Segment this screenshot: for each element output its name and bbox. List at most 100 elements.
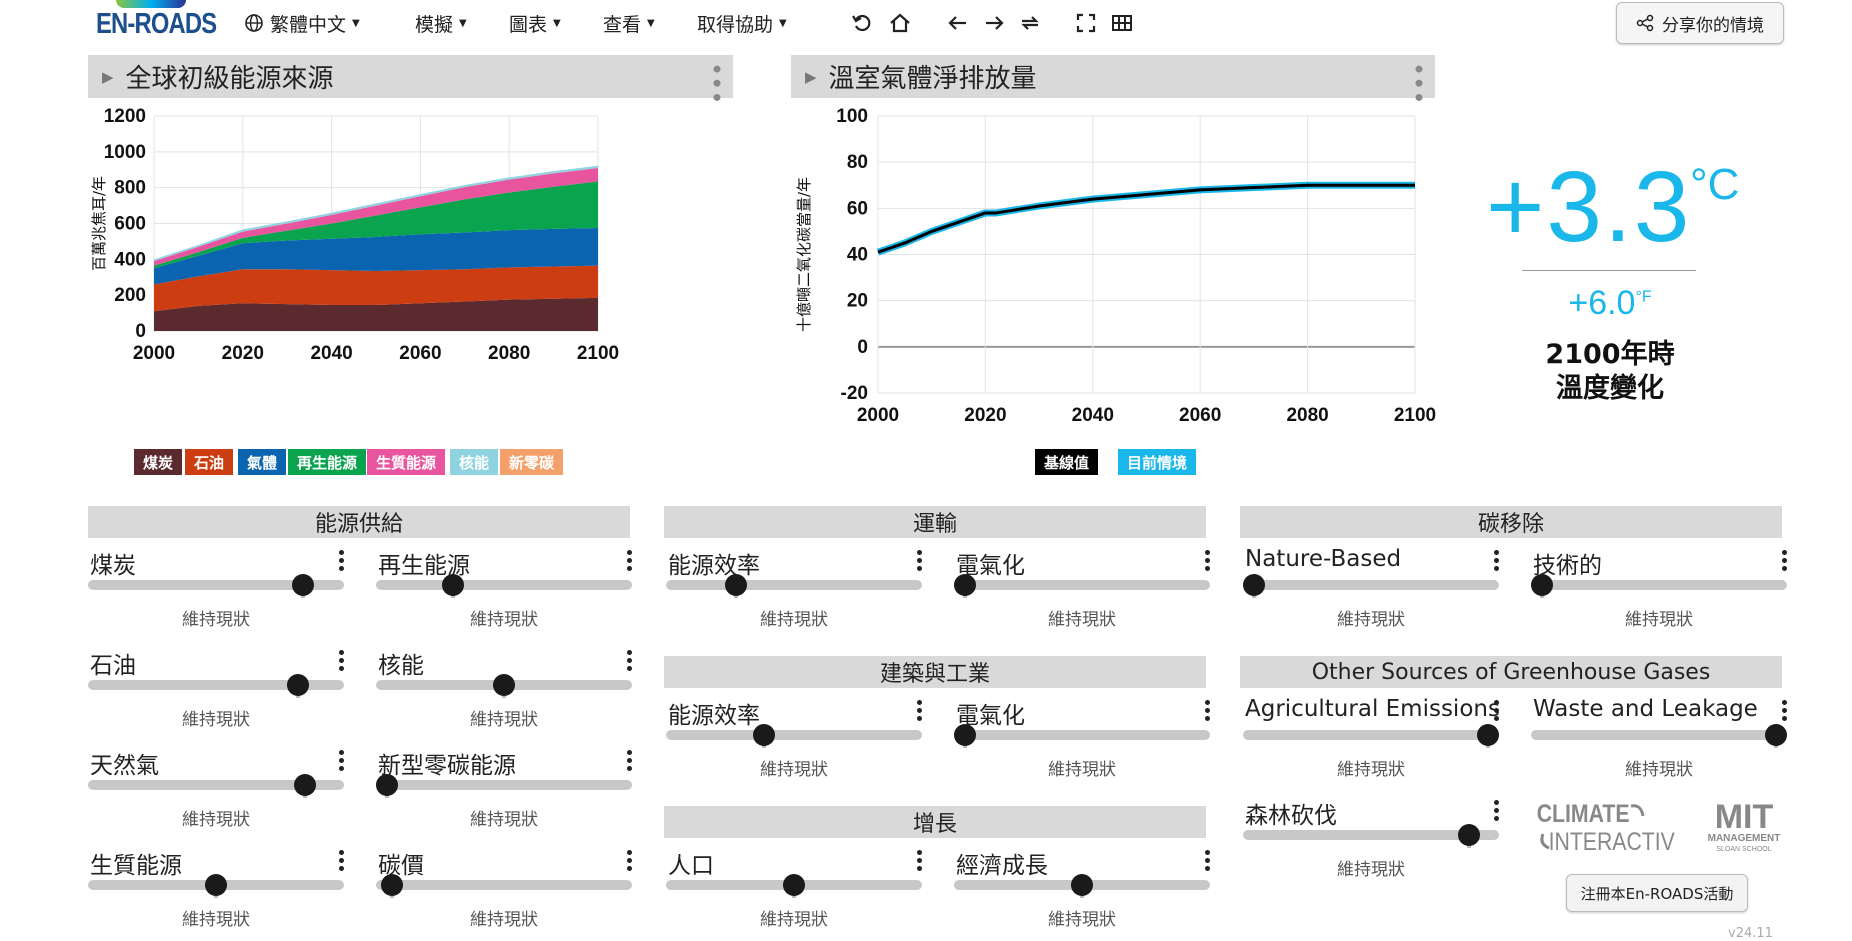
kebab-menu-icon[interactable]: [1491, 698, 1501, 722]
kebab-menu-icon[interactable]: [624, 848, 634, 872]
slider-thumb[interactable]: [1458, 824, 1481, 846]
slider-track[interactable]: [376, 580, 632, 590]
slider-thumb[interactable]: [493, 674, 515, 696]
legend-chip[interactable]: 氣體: [238, 449, 287, 475]
fullscreen-icon[interactable]: [1074, 11, 1098, 35]
legend-chip[interactable]: 新零碳: [500, 449, 564, 475]
more-options-icon[interactable]: •••: [1404, 62, 1432, 105]
slider-thumb[interactable]: [380, 874, 403, 896]
y-tick-label: 200: [114, 285, 146, 306]
slider-thumb[interactable]: [376, 774, 398, 796]
undo-icon[interactable]: [850, 11, 874, 35]
kebab-menu-icon[interactable]: [1202, 848, 1212, 872]
slider-track[interactable]: [666, 730, 922, 740]
menu-graphs[interactable]: 圖表 ▼: [509, 10, 561, 36]
slider-label[interactable]: 能源效率: [668, 553, 760, 579]
slider-thumb[interactable]: [783, 874, 805, 896]
slider-label[interactable]: 能源效率: [668, 703, 760, 729]
slider-thumb[interactable]: [291, 574, 314, 596]
kebab-menu-icon[interactable]: [1779, 698, 1789, 722]
slider-thumb[interactable]: [724, 574, 747, 596]
slider-label[interactable]: 人口: [668, 853, 714, 879]
forward-icon[interactable]: [982, 11, 1006, 35]
emissions-chart-header[interactable]: ▶ 溫室氣體淨排放量 •••: [791, 55, 1435, 104]
slider-thumb[interactable]: [954, 724, 976, 746]
slider-label[interactable]: 經濟成長: [956, 853, 1048, 879]
slider-thumb[interactable]: [1071, 874, 1093, 896]
legend-chip[interactable]: 石油: [185, 449, 234, 475]
legend-chip[interactable]: 核能: [450, 449, 499, 475]
menu-view[interactable]: 查看 ▼: [603, 10, 655, 36]
slider-track[interactable]: [376, 780, 632, 790]
slider-label[interactable]: Nature-Based: [1245, 546, 1402, 572]
slider-thumb[interactable]: [954, 574, 976, 596]
slider-label[interactable]: 石油: [90, 653, 136, 679]
en-roads-logo[interactable]: EN-ROADS: [96, 0, 217, 44]
slider-label[interactable]: Waste and Leakage: [1533, 696, 1758, 722]
back-icon[interactable]: [946, 11, 970, 35]
grid-icon[interactable]: [1110, 11, 1134, 35]
slider-track[interactable]: [954, 580, 1210, 590]
kebab-menu-icon[interactable]: [624, 548, 634, 572]
kebab-menu-icon[interactable]: [336, 548, 346, 572]
kebab-menu-icon[interactable]: [336, 648, 346, 672]
climate-interactive-logo[interactable]: CLIMATE INTERACTIVE: [1535, 798, 1675, 856]
kebab-menu-icon[interactable]: [914, 698, 924, 722]
mit-sloan-logo[interactable]: MIT MANAGEMENT SLOAN SCHOOL: [1696, 798, 1792, 856]
legend-chip[interactable]: 再生能源: [288, 449, 367, 475]
legend-chip[interactable]: 基線值: [1035, 449, 1099, 475]
kebab-menu-icon[interactable]: [624, 748, 634, 772]
kebab-menu-icon[interactable]: [914, 548, 924, 572]
kebab-menu-icon[interactable]: [1202, 698, 1212, 722]
slider-thumb[interactable]: [752, 724, 775, 746]
slider-label[interactable]: 新型零碳能源: [378, 753, 516, 779]
register-session-button[interactable]: 注冊本En-ROADS活動: [1566, 874, 1748, 912]
slider-gas: 天然氣 維持現狀: [88, 746, 344, 832]
menu-help[interactable]: 取得協助 ▼: [697, 10, 787, 36]
slider-track[interactable]: [666, 580, 922, 590]
slider-label[interactable]: 煤炭: [90, 553, 136, 579]
slider-thumb[interactable]: [286, 674, 309, 696]
redo-icon[interactable]: [1018, 11, 1042, 35]
menu-language[interactable]: 繁體中文 ▼: [244, 10, 360, 36]
kebab-menu-icon[interactable]: [1202, 548, 1212, 572]
slider-thumb[interactable]: [1243, 574, 1265, 596]
slider-thumb[interactable]: [205, 874, 227, 896]
slider-track[interactable]: [1243, 730, 1499, 740]
slider-thumb[interactable]: [1765, 724, 1787, 746]
slider-thumb[interactable]: [1477, 724, 1499, 746]
kebab-menu-icon[interactable]: [914, 848, 924, 872]
slider-thumb[interactable]: [441, 574, 464, 596]
kebab-menu-icon[interactable]: [1491, 798, 1501, 822]
slider-track[interactable]: [88, 780, 344, 790]
slider-track[interactable]: [1243, 830, 1499, 840]
legend-chip[interactable]: 生質能源: [367, 449, 446, 475]
home-icon[interactable]: [888, 11, 912, 35]
legend-chip[interactable]: 煤炭: [134, 449, 183, 475]
kebab-menu-icon[interactable]: [1779, 548, 1789, 572]
slider-track[interactable]: [88, 580, 344, 590]
slider-track[interactable]: [1243, 580, 1499, 590]
kebab-menu-icon[interactable]: [336, 848, 346, 872]
slider-track[interactable]: [88, 680, 344, 690]
slider-label[interactable]: 森林砍伐: [1245, 803, 1337, 829]
energy-chart-header[interactable]: ▶ 全球初級能源來源 •••: [88, 55, 733, 104]
slider-track[interactable]: [376, 880, 632, 890]
kebab-menu-icon[interactable]: [336, 748, 346, 772]
slider-label[interactable]: Agricultural Emissions: [1245, 696, 1500, 722]
slider-track[interactable]: [954, 730, 1210, 740]
legend-chip[interactable]: 目前情境: [1118, 449, 1197, 475]
more-options-icon[interactable]: •••: [702, 62, 730, 105]
temperature-celsius-value[interactable]: +3.3: [1486, 151, 1692, 263]
slider-label[interactable]: 核能: [378, 653, 424, 679]
slider-track[interactable]: [1531, 580, 1787, 590]
slider-track[interactable]: [1531, 730, 1787, 740]
slider-label[interactable]: 生質能源: [90, 853, 182, 879]
share-button[interactable]: 分享你的情境: [1616, 2, 1784, 44]
kebab-menu-icon[interactable]: [1491, 548, 1501, 572]
menu-simulation[interactable]: 模擬 ▼: [415, 10, 467, 36]
slider-label[interactable]: 天然氣: [90, 753, 159, 779]
kebab-menu-icon[interactable]: [624, 648, 634, 672]
slider-thumb[interactable]: [293, 774, 316, 796]
slider-thumb[interactable]: [1531, 574, 1553, 596]
